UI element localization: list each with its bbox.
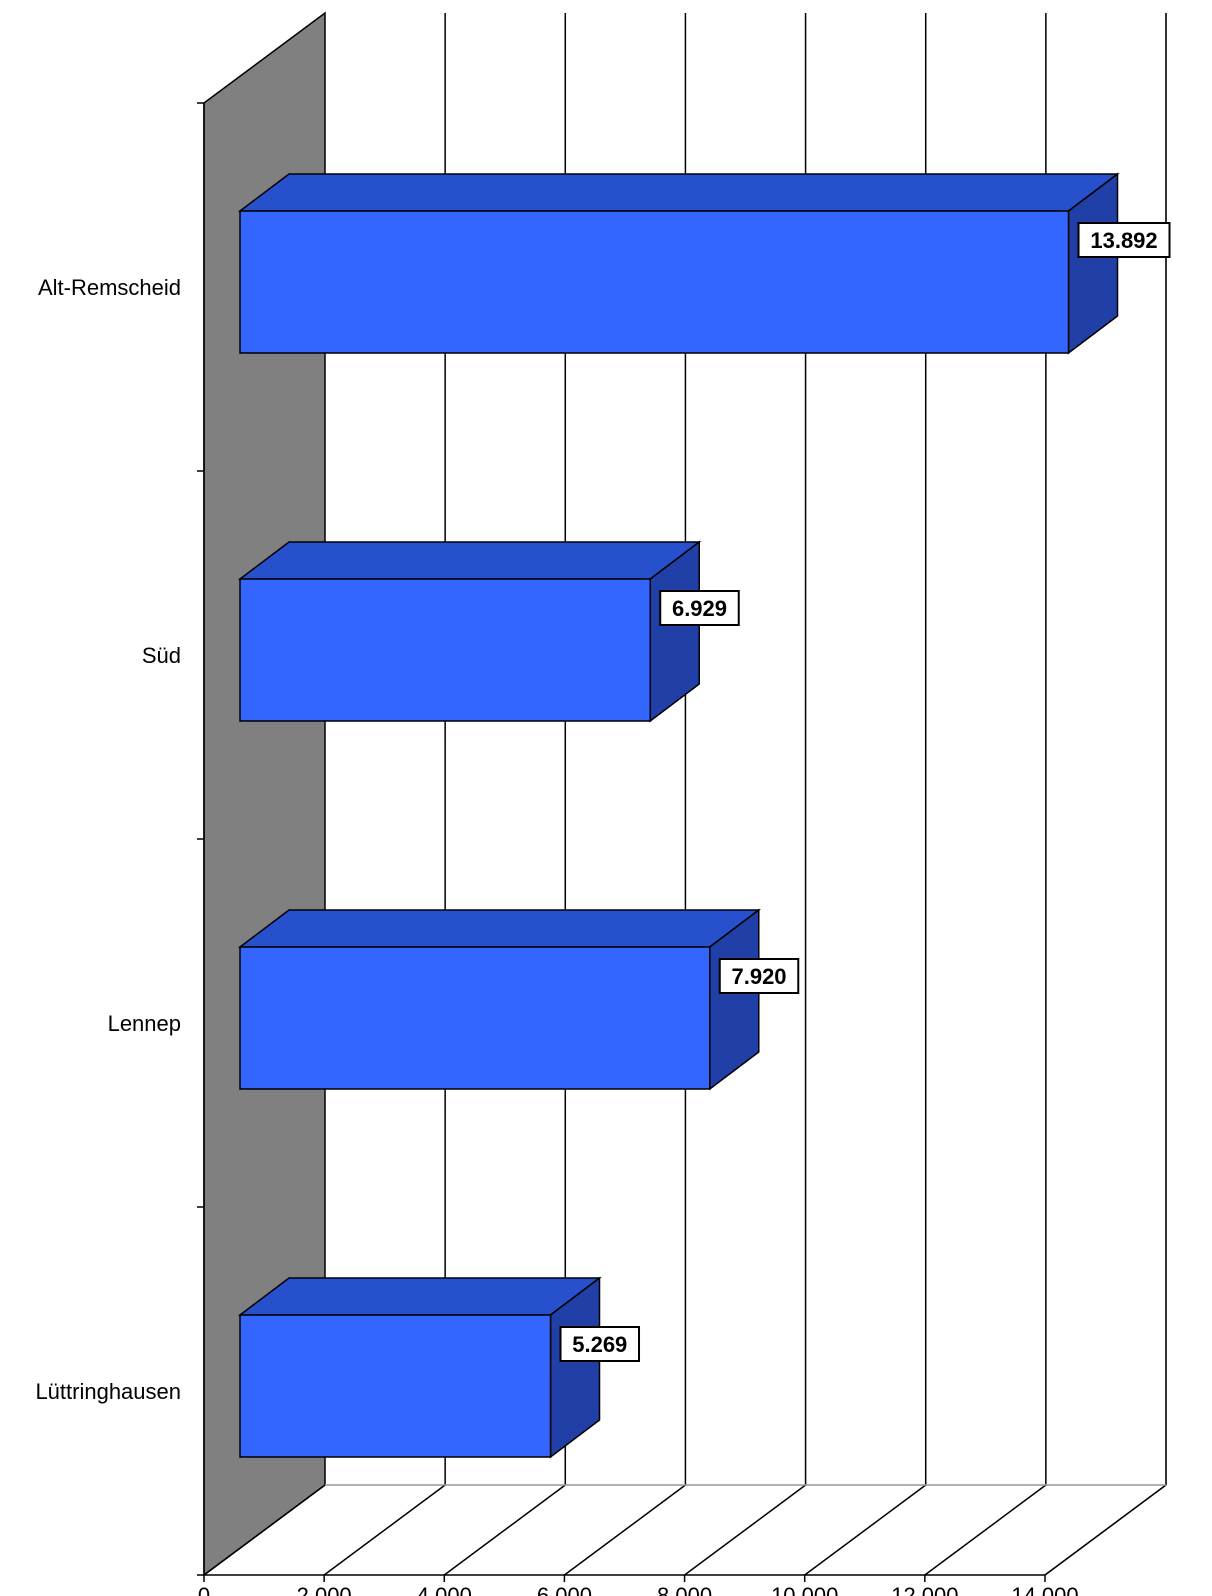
bar-top xyxy=(237,541,702,580)
data-label: 6.929 xyxy=(672,596,727,621)
bar-top xyxy=(237,173,1120,212)
floor-gridline xyxy=(323,1484,446,1576)
category-label: Lennep xyxy=(108,1011,181,1036)
category-label: Alt-Remscheid xyxy=(38,275,181,300)
data-label: 13.892 xyxy=(1090,228,1157,253)
floor-gridline xyxy=(1044,1484,1167,1576)
labels: 0 2.000 4.000 6.000 8.000 10.000 12.000 14.000 A… xyxy=(35,222,1171,1596)
floor-gridline xyxy=(203,1484,326,1576)
x-tick-label: 2.000 xyxy=(297,1583,352,1596)
bar xyxy=(239,1314,552,1458)
category-label: Süd xyxy=(142,643,181,668)
x-tick-label: 10.000 xyxy=(771,1583,838,1596)
bar xyxy=(239,578,651,722)
bar-top xyxy=(237,1277,602,1316)
data-label-box xyxy=(559,1326,641,1362)
x-tick-label: 4.000 xyxy=(417,1583,472,1596)
x-tick-label: 12.000 xyxy=(891,1583,958,1596)
x-tick-label: 6.000 xyxy=(537,1583,592,1596)
axes xyxy=(197,102,1046,1582)
x-tick-label: 8.000 xyxy=(657,1583,712,1596)
chart-floor xyxy=(203,1484,1167,1576)
bar xyxy=(239,210,1070,354)
floor-gridline xyxy=(924,1484,1047,1576)
floor-gridline xyxy=(443,1484,566,1576)
bar xyxy=(239,946,711,1090)
floor-gridline xyxy=(684,1484,807,1576)
data-label: 5.269 xyxy=(572,1332,627,1357)
bars xyxy=(237,172,1120,1459)
bar-top xyxy=(237,909,762,948)
floor-gridline xyxy=(563,1484,686,1576)
x-tick-label: 14.000 xyxy=(1011,1583,1078,1596)
category-label: Lüttringhausen xyxy=(35,1379,181,1404)
data-label-box xyxy=(1077,222,1171,258)
data-label-box xyxy=(659,590,740,626)
data-label: 7.920 xyxy=(731,964,786,989)
data-label-box xyxy=(718,958,800,994)
floor-gridline xyxy=(804,1484,927,1576)
x-tick-label: 0 xyxy=(198,1583,210,1596)
